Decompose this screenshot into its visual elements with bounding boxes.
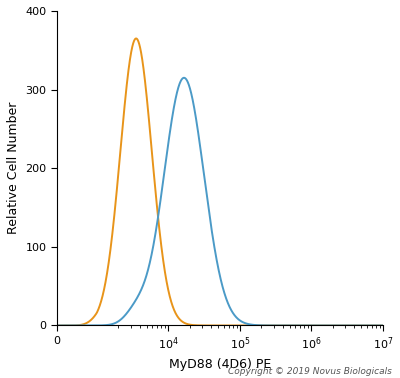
Text: Copyright © 2019 Novus Biologicals: Copyright © 2019 Novus Biologicals (228, 367, 392, 376)
X-axis label: MyD88 (4D6) PE: MyD88 (4D6) PE (169, 358, 271, 371)
Y-axis label: Relative Cell Number: Relative Cell Number (7, 102, 20, 234)
